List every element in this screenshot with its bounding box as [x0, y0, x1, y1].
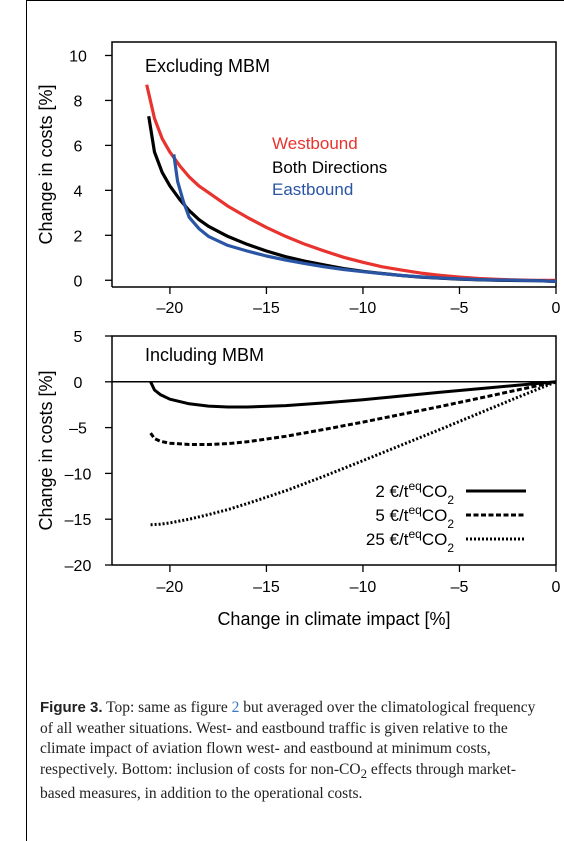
panel-1-y-tick-label: 8: [74, 93, 83, 110]
caption-text-2: but averaged over the climatological fre…: [40, 699, 536, 778]
panel-2-x-tick-label: –10: [350, 579, 377, 596]
figure-caption: Figure 3. Top: same as figure 2 but aver…: [40, 698, 545, 805]
panel-2-x-tick-label: –15: [253, 579, 280, 596]
panel-1-y-tick-label: 10: [69, 48, 87, 65]
panel-2-series-3-line: [150, 380, 557, 527]
panel-1-y-tick-label: 6: [74, 138, 83, 155]
panel-2-frame: [111, 335, 557, 565]
frame-top-rule: [26, 0, 564, 1]
panel-1-y-axis-label: Change in costs [%]: [36, 84, 56, 244]
panel-2-y-tick-label: –20: [65, 558, 92, 575]
panel-1-x-tick-label: 0: [552, 300, 561, 317]
panel-2-y-tick-label: –10: [65, 466, 92, 483]
panel-2-y-axis-label: Change in costs [%]: [36, 370, 56, 530]
panel-2-y-tick-label: 5: [74, 329, 83, 346]
legend-entry-2: Both Directions: [272, 158, 387, 177]
panel-1-x-tick-label: –15: [253, 300, 280, 317]
legend-mbm-3-label: 25 €/teqCO2: [366, 527, 454, 555]
panel-1-y-tick-label: 2: [74, 228, 83, 245]
panel-2-series-2-line: [149, 380, 557, 446]
panel-1-title: Excluding MBM: [145, 56, 270, 76]
panel-2-series-1-line: [149, 380, 557, 409]
caption-text-1: Top: same as figure: [102, 699, 232, 716]
caption-text-3: effects through market-based measures, i…: [40, 760, 517, 803]
panel-1-y-tick-label: 4: [74, 183, 83, 200]
caption-sub: 2: [360, 765, 368, 781]
legend-entry-1: Westbound: [272, 134, 358, 153]
panel-1-x-tick-label: –10: [350, 300, 377, 317]
legend-mbm-1-label: 2 €/teqCO2: [375, 479, 454, 507]
panel-2-y-tick-label: –5: [69, 421, 87, 438]
legend-entry-3: Eastbound: [272, 180, 353, 199]
caption-figure-link[interactable]: 2: [231, 699, 240, 716]
panel-2-y-tick-label: 0: [74, 375, 83, 392]
caption-label: Figure 3.: [40, 699, 103, 716]
panel-2-x-tick-label: 0: [552, 579, 561, 596]
figure-chart: 0 2 4 6 8 10 –20 –15 –10 –5 0 Change in costs [%] Ex…: [36, 41, 561, 629]
panel-1-frame: [111, 41, 557, 287]
panel-1-x-tick-label: –5: [451, 300, 469, 317]
legend-mbm-2-label: 5 €/teqCO2: [375, 503, 454, 531]
panel-2-x-tick-label: –5: [451, 579, 469, 596]
panel-1-series-3-line: [172, 154, 557, 283]
panel-2-y-tick-label: –15: [65, 512, 92, 529]
panel-2-x-axis-label: Change in climate impact [%]: [217, 609, 450, 629]
frame-left-rule: [26, 0, 27, 841]
panel-1-y-tick-label: 0: [74, 273, 83, 290]
panel-1-x-tick-label: –20: [157, 300, 184, 317]
panel-2-title: Including MBM: [145, 345, 264, 365]
panel-2-x-tick-label: –20: [157, 579, 184, 596]
